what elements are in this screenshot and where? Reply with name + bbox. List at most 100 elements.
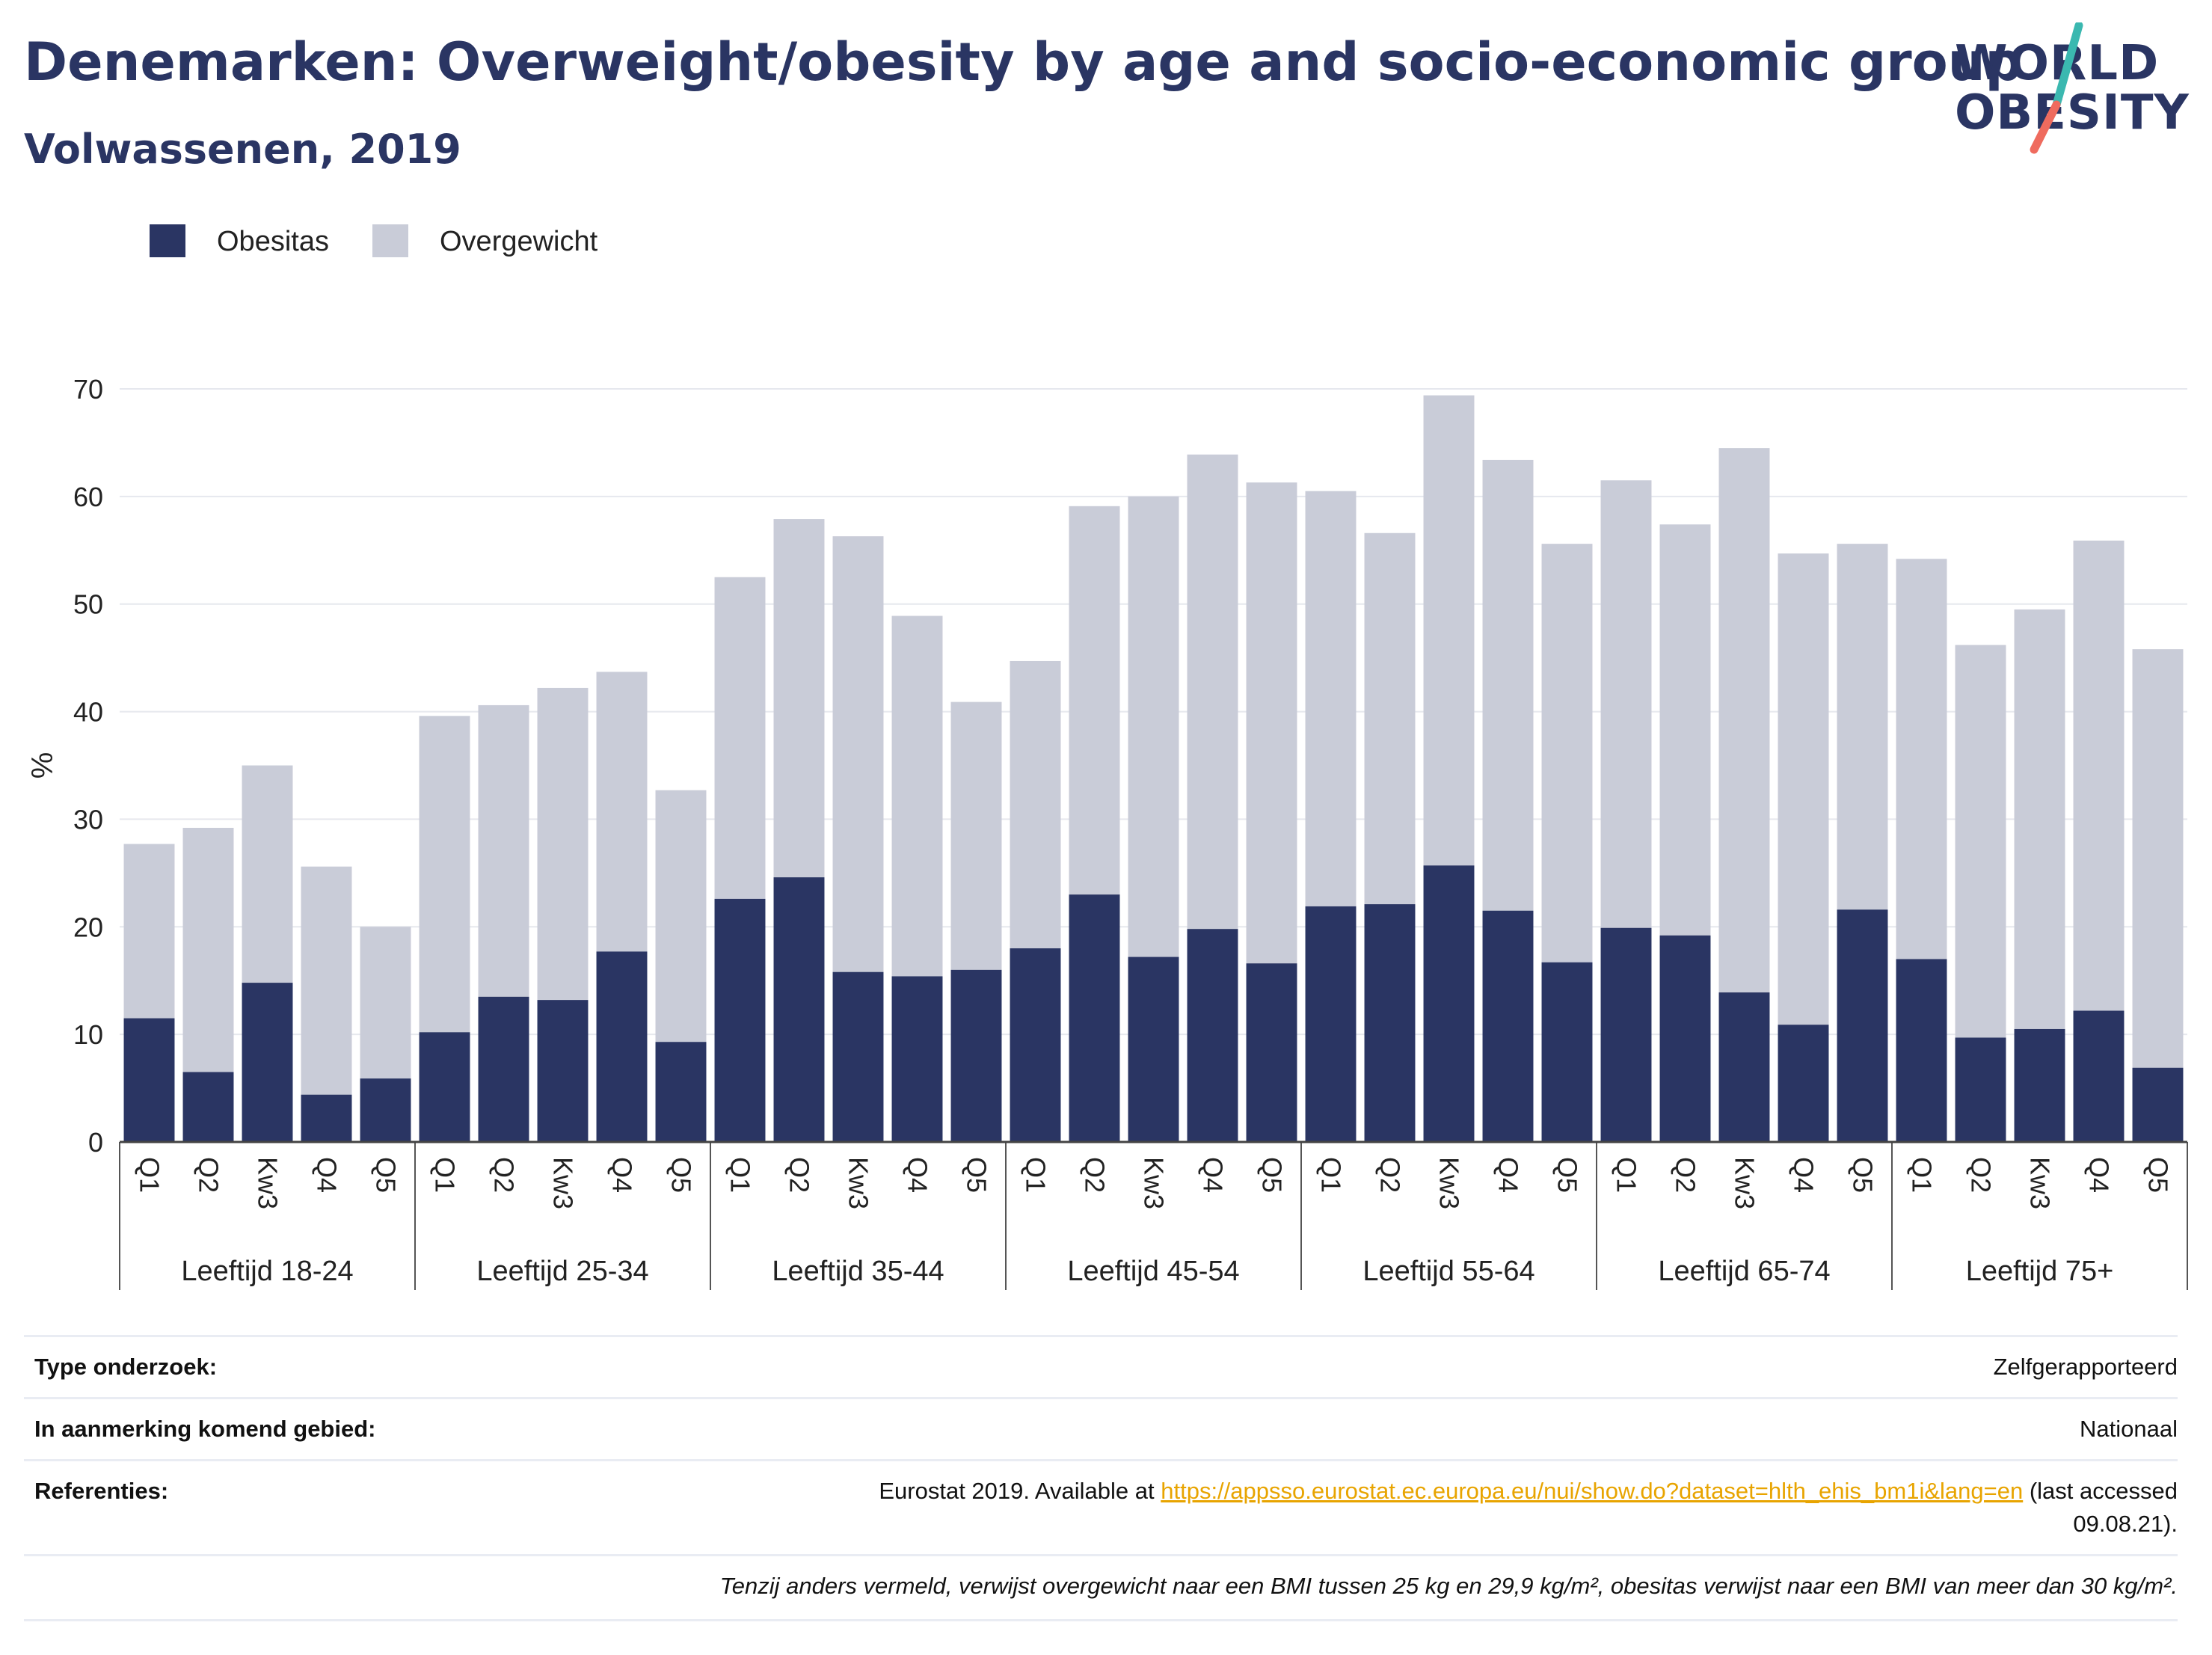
bar-overgewicht — [1423, 395, 1475, 866]
bar-overgewicht — [537, 687, 589, 1001]
bar-overgewicht — [596, 672, 648, 952]
reference-link[interactable]: https://appsso.eurostat.ec.europa.eu/nui… — [1161, 1478, 2024, 1504]
x-tick-label: Q5 — [1257, 1157, 1288, 1193]
bar-overgewicht — [478, 704, 529, 997]
bar-overgewicht — [1482, 459, 1534, 911]
bar-overgewicht — [2132, 649, 2184, 1068]
bar-overgewicht — [242, 765, 293, 983]
bar-overgewicht — [360, 927, 411, 1079]
x-tick-label: Q4 — [607, 1157, 638, 1193]
bar-overgewicht — [1541, 544, 1593, 962]
y-tick-label: 70 — [73, 374, 103, 405]
x-tick-label: Q5 — [1552, 1157, 1583, 1193]
legend-swatch-obesitas — [150, 224, 185, 257]
legend-label-overgewicht: Overgewicht — [440, 226, 598, 257]
bar-overgewicht — [182, 827, 234, 1072]
bar-obesitas — [1837, 909, 1888, 1142]
bar-obesitas — [1010, 948, 1061, 1142]
x-tick-label: Q2 — [194, 1157, 224, 1193]
bar-obesitas — [2132, 1067, 2184, 1142]
bar-obesitas — [1423, 865, 1475, 1142]
reference-suffix: (last accessed — [2023, 1478, 2178, 1504]
group-label: Leeftijd 55-64 — [1362, 1256, 1534, 1287]
x-tick-label: Q4 — [903, 1157, 933, 1193]
info-row-note: Tenzij anders vermeld, verwijst overgewi… — [24, 1554, 2178, 1619]
bar-obesitas — [478, 996, 529, 1142]
x-tick-label: Q1 — [1316, 1157, 1347, 1193]
bar-obesitas — [832, 971, 884, 1142]
bar-overgewicht — [655, 790, 707, 1043]
bar-obesitas — [1305, 906, 1357, 1142]
chart-title: Denemarken: Overweight/obesity by age an… — [24, 31, 2023, 93]
bar-overgewicht — [891, 615, 943, 977]
x-tick-label: Q1 — [430, 1157, 461, 1193]
bar-overgewicht — [832, 536, 884, 972]
bottom-divider — [24, 1619, 2178, 1621]
bar-overgewicht — [419, 716, 470, 1033]
bar-overgewicht — [1364, 532, 1416, 905]
info-label-references: Referenties: — [34, 1478, 169, 1504]
y-tick-label: 40 — [73, 697, 103, 728]
y-tick-label: 60 — [73, 482, 103, 512]
bar-obesitas — [537, 1000, 589, 1142]
x-tick-label: Q2 — [1080, 1157, 1110, 1193]
y-tick-label: 20 — [73, 912, 103, 942]
legend-swatch-overgewicht — [372, 224, 408, 257]
x-tick-label: Kw3 — [1434, 1157, 1465, 1209]
group-label: Leeftijd 18-24 — [181, 1256, 353, 1287]
info-value-survey-type: Zelfgerapporteerd — [1993, 1354, 2178, 1380]
info-row-references: Referenties: Eurostat 2019. Available at… — [24, 1459, 2178, 1554]
bar-obesitas — [2014, 1028, 2065, 1142]
group-label: Leeftijd 65-74 — [1658, 1256, 1830, 1287]
x-tick-label: Kw3 — [1730, 1157, 1760, 1209]
stacked-bar-chart: 0 10 20 30 40 50 60 70% Q1 Q2 Kw3 Q4 Q5 Leeftijd 18-2… — [26, 374, 2188, 1290]
x-tick-label: Q1 — [725, 1157, 756, 1193]
bar-overgewicht — [123, 844, 175, 1019]
bar-overgewicht — [950, 701, 1002, 970]
bar-obesitas — [1128, 957, 1179, 1142]
bar-overgewicht — [2073, 540, 2125, 1011]
bar-overgewicht — [1069, 506, 1120, 895]
logo-word-2: OBESITY — [1955, 85, 2190, 141]
bar-obesitas — [1896, 959, 1947, 1142]
bar-obesitas — [1246, 963, 1297, 1142]
x-tick-label: Kw3 — [1139, 1157, 1170, 1209]
x-tick-label: Q1 — [1907, 1157, 1938, 1193]
bar-obesitas — [950, 969, 1002, 1142]
bar-obesitas — [419, 1032, 470, 1142]
bar-obesitas — [182, 1072, 234, 1142]
x-tick-label: Q1 — [135, 1157, 165, 1193]
legend-label-obesitas: Obesitas — [217, 226, 329, 257]
y-tick-label: 10 — [73, 1019, 103, 1050]
bar-obesitas — [714, 898, 766, 1142]
bar-overgewicht — [1600, 480, 1652, 928]
bar-overgewicht — [1955, 645, 2006, 1038]
bar-obesitas — [1955, 1037, 2006, 1142]
bar-overgewicht — [301, 866, 352, 1095]
bar-overgewicht — [1718, 448, 1770, 993]
x-tick-label: Q2 — [1375, 1157, 1406, 1193]
bar-overgewicht — [1837, 544, 1888, 910]
bar-obesitas — [1778, 1025, 1829, 1142]
logo-word-1: WORLD — [1955, 36, 2160, 91]
y-tick-label: 30 — [73, 804, 103, 835]
group-label: Leeftijd 75+ — [1966, 1256, 2114, 1287]
bar-obesitas — [1718, 992, 1770, 1142]
bar-obesitas — [1364, 904, 1416, 1142]
bar-obesitas — [891, 976, 943, 1142]
x-tick-label: Kw3 — [844, 1157, 874, 1209]
group-label: Leeftijd 25-34 — [476, 1256, 648, 1287]
bar-overgewicht — [773, 519, 825, 878]
definition-note: Tenzij anders vermeld, verwijst overgewi… — [719, 1573, 2178, 1599]
chart-subtitle: Volwassenen, 2019 — [24, 126, 461, 173]
y-axis-label: % — [26, 752, 59, 779]
bar-obesitas — [596, 951, 648, 1142]
x-tick-label: Q5 — [371, 1157, 402, 1193]
x-tick-label: Kw3 — [253, 1157, 283, 1209]
info-label-area: In aanmerking komend gebied: — [34, 1416, 376, 1442]
x-tick-label: Kw3 — [2025, 1157, 2056, 1209]
bar-obesitas — [1482, 910, 1534, 1142]
x-tick-label: Q1 — [1612, 1157, 1642, 1193]
bar-obesitas — [360, 1078, 411, 1142]
x-tick-label: Q5 — [666, 1157, 697, 1193]
